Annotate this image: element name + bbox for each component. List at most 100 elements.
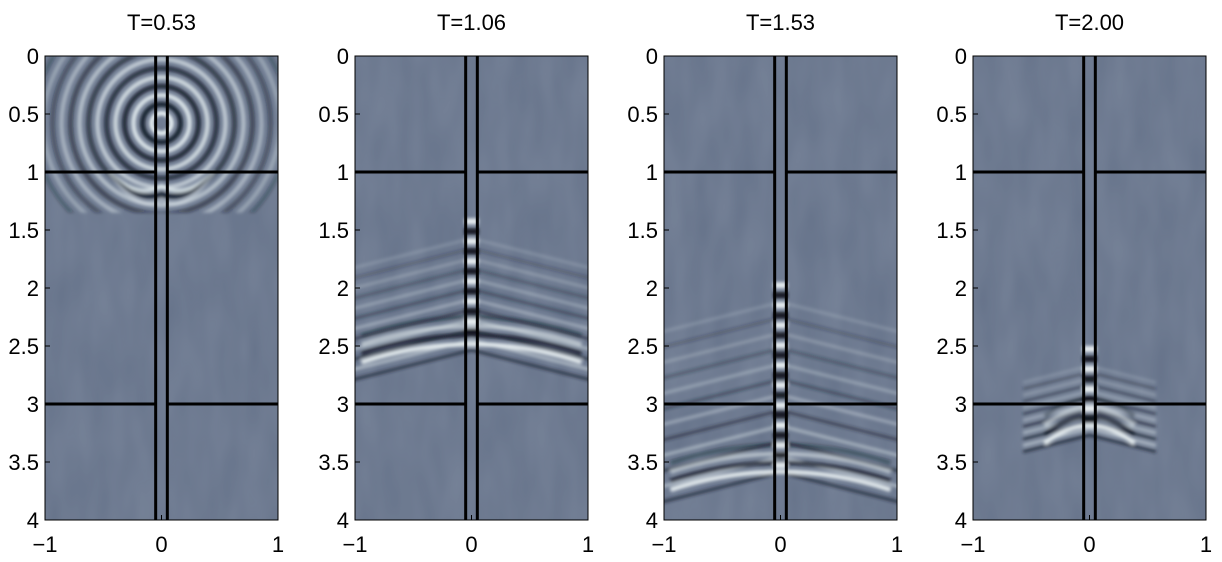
y-tick-label: 1 [955,160,967,185]
channel-mode [773,352,788,359]
channel-mode [773,282,788,289]
x-tick-label: 0 [1083,532,1095,557]
oblique-wave [664,347,781,380]
oblique-wave [780,424,897,457]
wave-pattern [1022,346,1157,454]
y-tick-label: 4 [27,508,39,533]
y-tick-label: 1 [646,160,658,185]
oblique-wave [1022,433,1090,454]
channel-mode [1082,386,1097,392]
oblique-wave [355,267,472,300]
channel-mode [1082,356,1097,362]
channel-mode [1082,396,1097,402]
wave-front [1043,423,1136,446]
oblique-wave [664,300,781,333]
oblique-wave [780,347,897,380]
transmitted-arc [107,170,216,206]
wavefield [973,56,1206,520]
wave-front [669,469,892,492]
oblique-wave [355,348,472,381]
y-tick-label: 3 [646,392,658,417]
channel-mode [773,362,788,369]
y-tick-label: 0 [955,44,967,69]
panel-2: T=1.06 0 0.5 1 1.5 2 2.5 3 3.5 4−1 0 1 [318,10,594,557]
x-tick-label: −1 [651,532,676,557]
y-tick-label: 1.5 [8,218,39,243]
panel-title: T=2.00 [1055,10,1124,35]
y-tick-label: 2 [27,276,39,301]
channel-mode [773,392,788,399]
y-tick-label: 2.5 [936,334,967,359]
oblique-wave [780,362,897,395]
wave-ring [68,56,255,213]
x-tick-label: 0 [155,532,167,557]
wave-ring [104,66,219,181]
oblique-wave [471,236,588,270]
x-tick-label: −1 [32,532,57,557]
channel-mode [773,422,788,429]
oblique-wave [780,393,897,426]
channel-mode [464,308,479,315]
channel-mode [1082,376,1097,382]
oblique-wave [1022,370,1090,391]
channel-mode [464,258,479,265]
channel-mode [1082,406,1097,412]
oblique-wave [780,378,897,411]
oblique-wave [355,277,472,310]
oblique-wave [471,257,588,290]
wavefield [45,56,278,520]
channel-mode [464,328,479,335]
x-tick-label: 0 [774,532,786,557]
oblique-wave [780,316,897,349]
channel-mode [464,318,479,325]
channel-mode [464,228,479,235]
oblique-wave [664,316,781,349]
y-tick-label: 2.5 [318,334,349,359]
wave-front [360,314,583,338]
oblique-wave [471,267,588,300]
channel-mode [773,462,788,469]
y-tick-label: 0 [27,44,39,69]
wave-ring [59,56,264,213]
wave-ring [122,84,201,163]
y-tick-label: 0 [646,44,658,69]
oblique-wave [1022,383,1090,403]
panel-title: T=0.53 [127,10,196,35]
wave-ring [113,75,210,172]
oblique-wave [1089,364,1157,385]
channel-mode [773,312,788,319]
wave-pattern [45,56,278,213]
oblique-wave [1089,377,1157,397]
oblique-wave [471,247,588,280]
panel-4: T=2.00 0 0.5 1 1.5 2 2.5 3 3.5 4−1 0 1 [936,10,1212,557]
oblique-wave [1089,433,1157,454]
panel-1: T=0.53 0 0.5 1 1.5 2 2.5 3 3.5 4−1 0 1 [8,10,284,557]
y-tick-label: 2.5 [8,334,39,359]
y-tick-label: 3 [955,392,967,417]
channel-mode [464,238,479,245]
oblique-wave [780,470,897,504]
y-tick-label: 3.5 [8,450,39,475]
y-tick-label: 3.5 [627,450,658,475]
y-tick-label: 3.5 [936,450,967,475]
oblique-wave [664,393,781,426]
wave-ring [131,93,192,154]
channel-mode [773,292,788,299]
y-tick-label: 3 [337,392,349,417]
oblique-wave [471,277,588,310]
y-tick-label: 1.5 [936,218,967,243]
oblique-wave [780,409,897,442]
wave-ring [50,56,273,213]
oblique-wave [664,378,781,411]
oblique-wave [1022,377,1090,397]
wavefield [355,56,588,520]
y-tick-label: 3 [27,392,39,417]
x-tick-label: 1 [582,532,594,557]
oblique-wave [664,362,781,395]
y-tick-label: 4 [337,508,349,533]
channel-mode [773,302,788,309]
y-tick-label: 2 [646,276,658,301]
channel-mode [773,402,788,409]
channel-mode [1082,416,1097,422]
